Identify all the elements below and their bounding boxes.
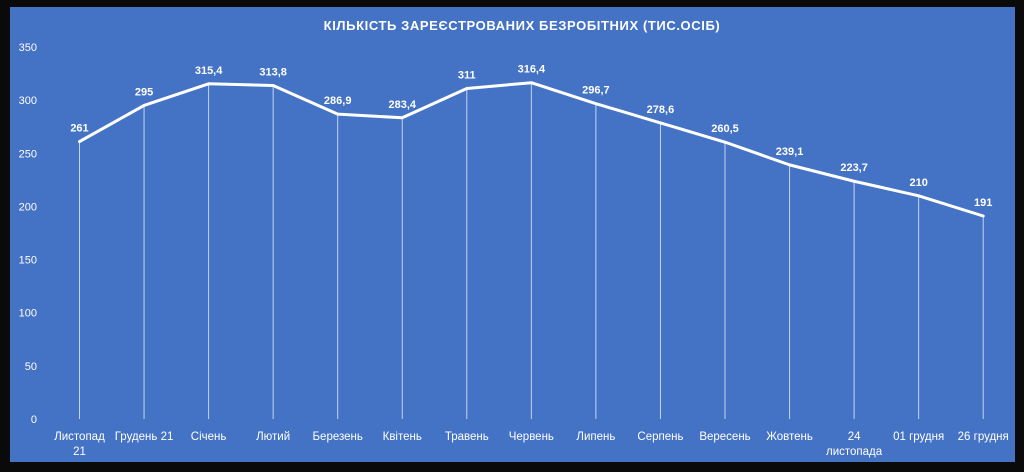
x-tick-label: Жовтень bbox=[766, 431, 813, 443]
y-tick-label: 350 bbox=[19, 42, 37, 54]
chart-panel: КІЛЬКІСТЬ ЗАРЕЄСТРОВАНИХ БЕЗРОБІТНИХ (ТИ… bbox=[10, 7, 1015, 462]
data-labels: 261 295 315,4 313,8 286,9 283,4 311 316,4 296,7 2… bbox=[70, 64, 992, 209]
data-label: 283,4 bbox=[388, 99, 416, 111]
data-label: 316,4 bbox=[518, 64, 546, 76]
data-label: 315,4 bbox=[195, 65, 223, 77]
data-label: 191 bbox=[974, 197, 992, 209]
y-tick-label: 0 bbox=[31, 414, 37, 426]
x-tick-label: Квітень bbox=[383, 431, 422, 443]
x-tick-label: Лютий bbox=[256, 431, 290, 443]
line-chart: КІЛЬКІСТЬ ЗАРЕЄСТРОВАНИХ БЕЗРОБІТНИХ (ТИ… bbox=[19, 18, 1009, 458]
data-label: 313,8 bbox=[259, 66, 287, 78]
y-tick-label: 200 bbox=[19, 201, 37, 213]
y-tick-label: 300 bbox=[19, 95, 37, 107]
data-label: 210 bbox=[909, 177, 927, 189]
data-label: 260,5 bbox=[711, 123, 739, 135]
x-tick-label: Серпень bbox=[637, 431, 683, 443]
x-tick-label: Листопад 21 bbox=[54, 431, 105, 458]
x-tick-label: Січень bbox=[191, 431, 227, 443]
data-label: 239,1 bbox=[776, 146, 804, 158]
y-axis: 0 50 100 150 200 250 300 350 bbox=[19, 42, 37, 426]
y-tick-label: 150 bbox=[19, 255, 37, 267]
data-label: 261 bbox=[70, 123, 88, 135]
x-tick-label: 26 грудня bbox=[958, 431, 1009, 443]
data-label: 295 bbox=[135, 86, 153, 98]
y-tick-label: 100 bbox=[19, 308, 37, 320]
x-tick-label: 01 грудня bbox=[893, 431, 944, 443]
x-tick-label: Липень bbox=[576, 431, 615, 443]
x-tick-label: Травень bbox=[445, 431, 489, 443]
y-tick-label: 250 bbox=[19, 148, 37, 160]
y-tick-label: 50 bbox=[25, 361, 37, 373]
data-label: 311 bbox=[458, 69, 476, 81]
x-tick-label: Червень bbox=[509, 431, 554, 443]
x-tick-label: 24 листопада bbox=[826, 431, 883, 458]
x-tick-label: Березень bbox=[313, 431, 363, 443]
drop-lines bbox=[79, 82, 984, 419]
x-tick-label: Вересень bbox=[699, 431, 750, 443]
x-tick-label: Грудень 21 bbox=[115, 431, 174, 443]
chart-title: КІЛЬКІСТЬ ЗАРЕЄСТРОВАНИХ БЕЗРОБІТНИХ (ТИ… bbox=[324, 18, 721, 33]
x-axis: Листопад 21 Грудень 21 Січень Лютий Березень К… bbox=[54, 431, 1009, 458]
data-label: 286,9 bbox=[324, 95, 352, 107]
data-label: 223,7 bbox=[840, 162, 868, 174]
data-label: 296,7 bbox=[582, 85, 610, 97]
data-label: 278,6 bbox=[647, 104, 675, 116]
series-line bbox=[78, 81, 985, 218]
